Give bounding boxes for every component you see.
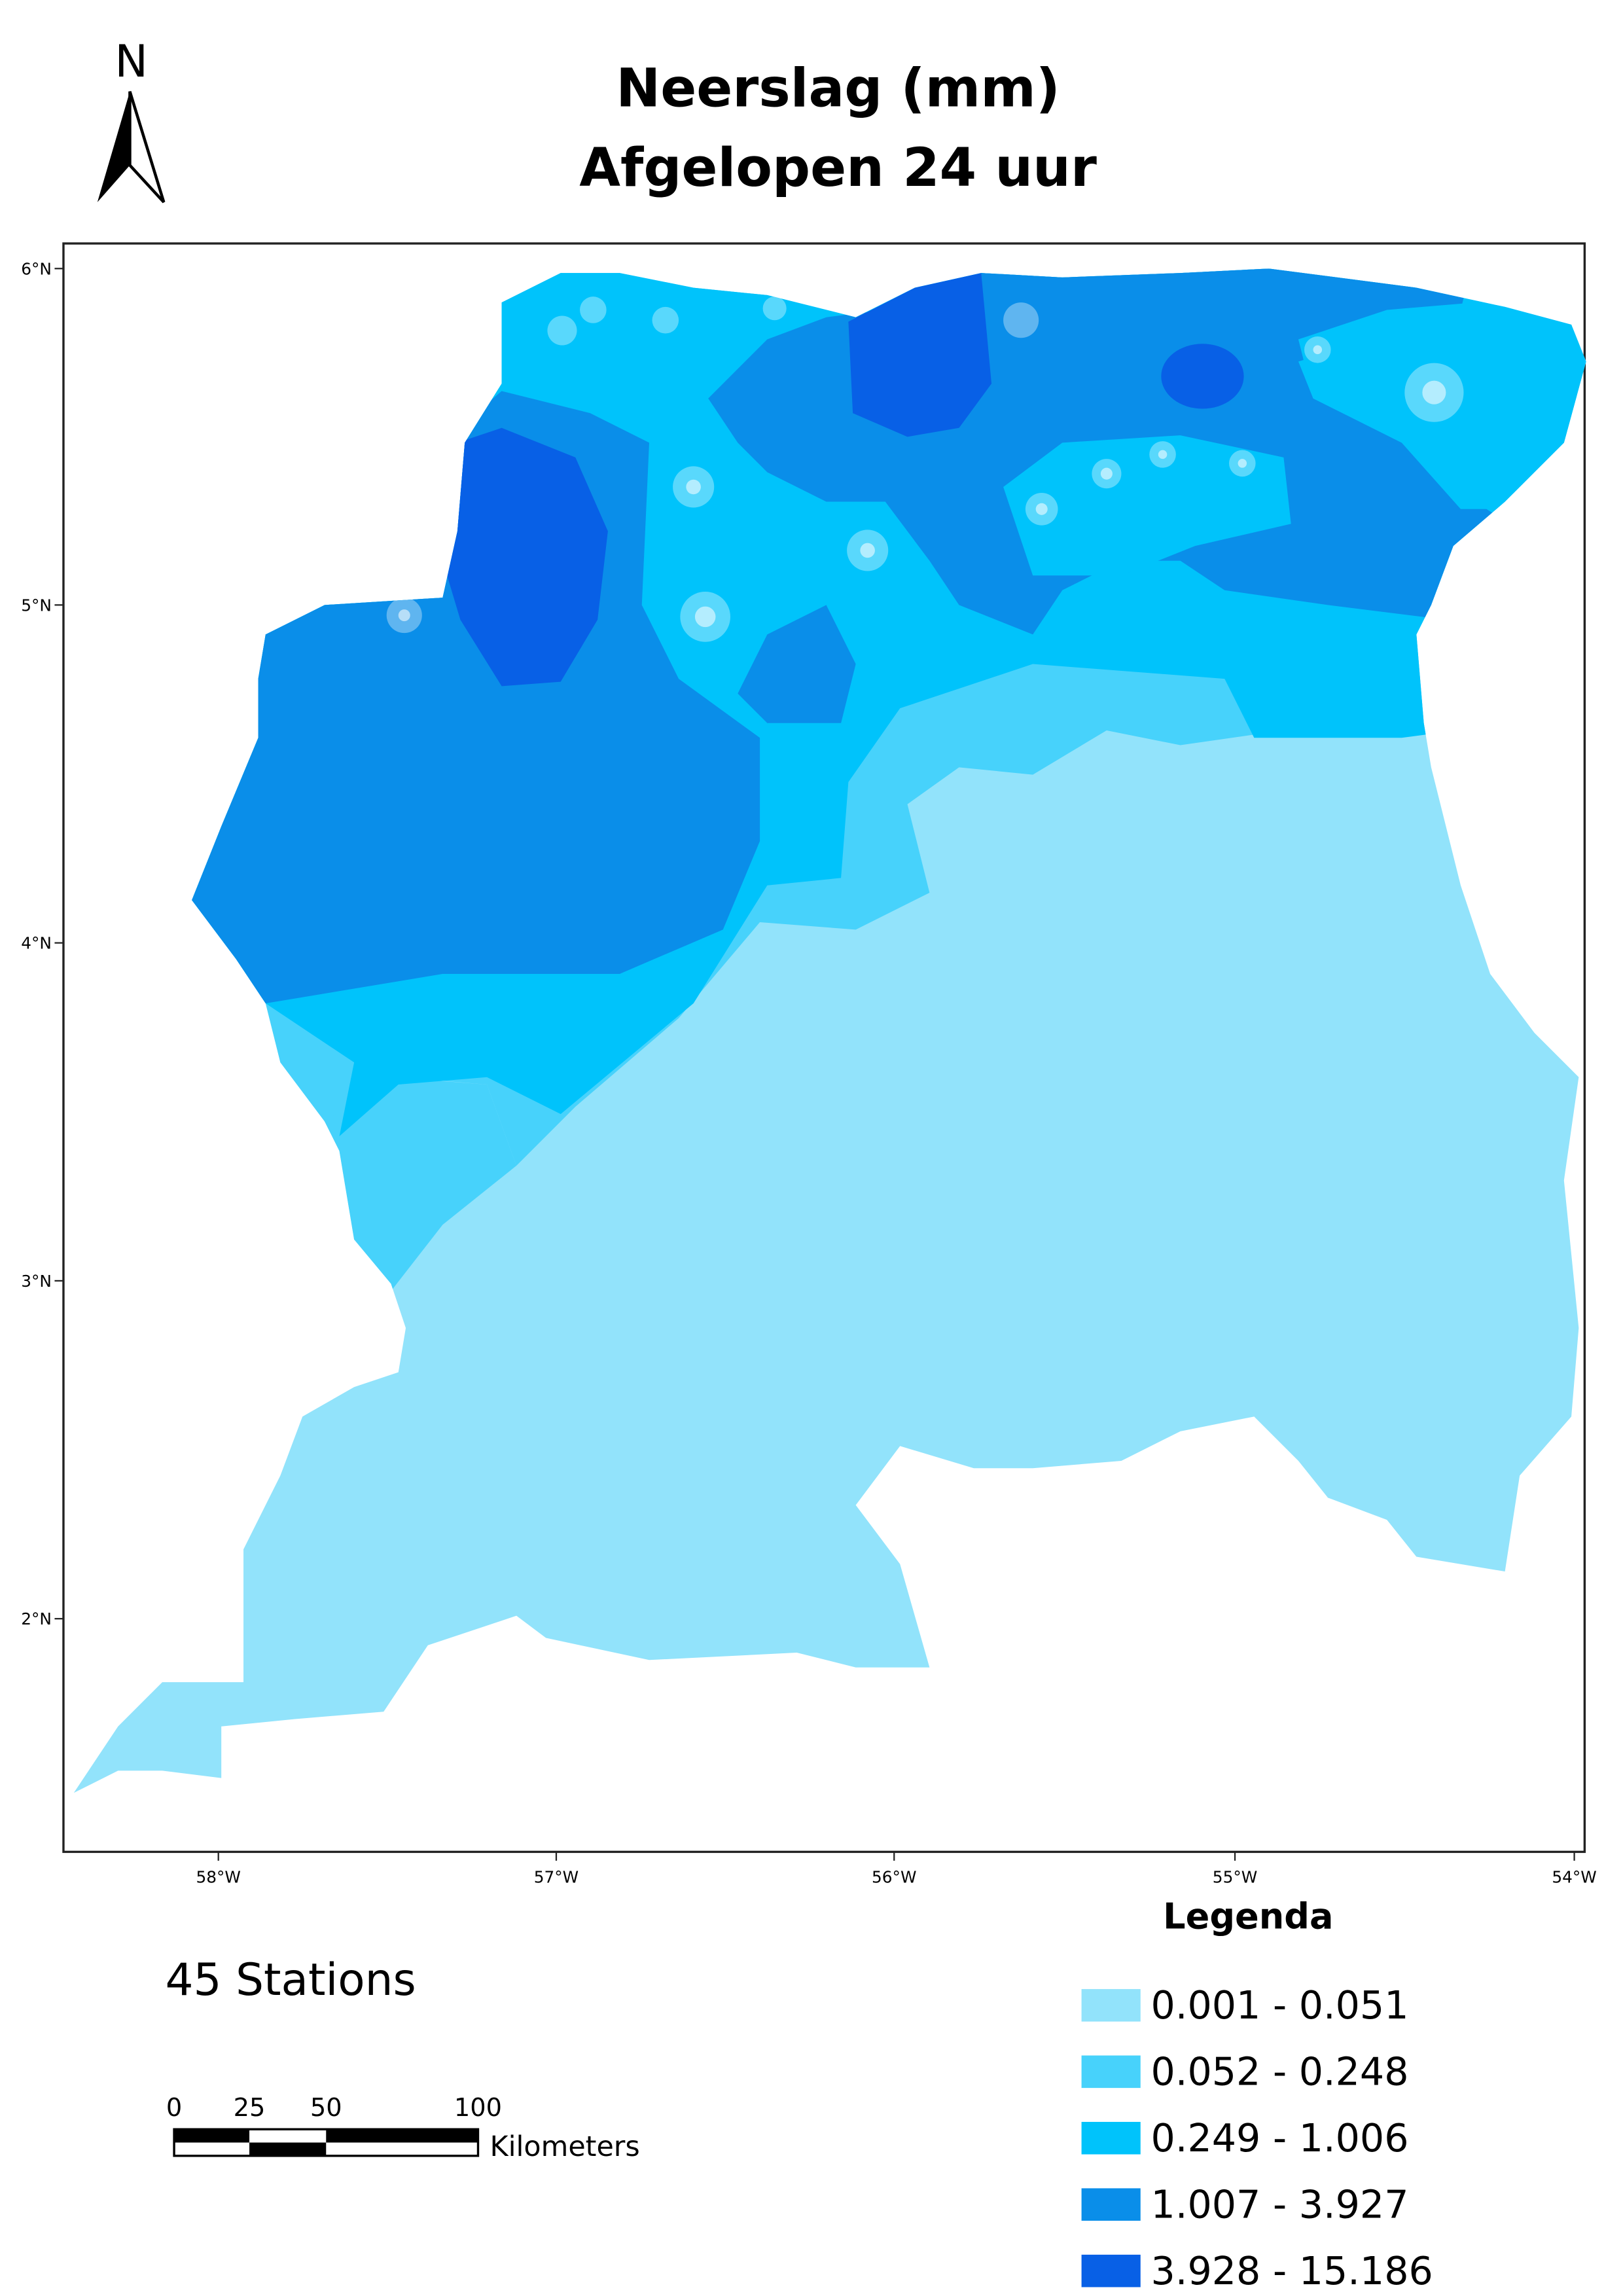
arrow-right (128, 91, 166, 204)
zone (442, 427, 608, 687)
scale-unit: Kilometers (490, 2130, 640, 2163)
graticule: 6°N 5°N 4°N 3°N 2°N 58°W 57°W 56°W 55°W 54°W (21, 259, 1597, 1886)
scale-label: 100 (454, 2093, 502, 2123)
legend-label: 0.249 - 1.006 (1151, 2116, 1409, 2161)
arrow-left (97, 91, 130, 202)
north-label: N (115, 35, 148, 87)
scale-bar: 0 25 50 100 Kilometers (166, 2093, 640, 2163)
scale-label: 0 (166, 2093, 182, 2123)
lon-label: 57°W (534, 1868, 579, 1887)
lon-label: 54°W (1552, 1868, 1596, 1887)
lon-label: 56°W (872, 1868, 916, 1887)
station-points (398, 345, 1446, 628)
lat-label: 5°N (21, 596, 52, 615)
lon-label: 55°W (1213, 1868, 1257, 1887)
legend-swatch (1081, 1989, 1141, 2022)
scale-segment (249, 2142, 327, 2156)
north-arrow: N (97, 35, 166, 204)
legend-title: Legenda (1163, 1896, 1333, 1937)
stations-count: 45 Stations (166, 1954, 416, 2005)
zone (1298, 302, 1586, 509)
lat-label: 4°N (21, 934, 52, 953)
legend-label: 3.928 - 15.186 (1151, 2249, 1433, 2293)
scale-segment (174, 2129, 250, 2143)
zone (848, 273, 992, 437)
zone (1161, 344, 1244, 409)
legend-swatch (1081, 2254, 1141, 2287)
lat-label: 6°N (21, 259, 52, 278)
scale-label: 50 (310, 2093, 342, 2123)
zone (325, 1077, 517, 1291)
lat-label: 3°N (21, 1272, 52, 1291)
legend-swatch (1081, 2188, 1141, 2221)
legend-swatch (1081, 2055, 1141, 2089)
scale-label: 25 (234, 2093, 266, 2123)
legend-label: 0.001 - 0.051 (1151, 1983, 1409, 2028)
legend: 0.001 - 0.051 0.052 - 0.248 0.249 - 1.006 1… (1081, 1983, 1433, 2293)
legend-label: 1.007 - 3.927 (1151, 2183, 1409, 2227)
lat-label: 2°N (21, 1609, 52, 1628)
title-line: Afgelopen 24 uur (579, 137, 1097, 199)
title-line: Neerslag (mm) (616, 58, 1060, 119)
zone (738, 605, 856, 723)
legend-label: 0.052 - 0.248 (1151, 2050, 1409, 2094)
lon-label: 58°W (196, 1868, 240, 1887)
scale-segment (326, 2129, 478, 2143)
legend-swatch (1081, 2121, 1141, 2155)
